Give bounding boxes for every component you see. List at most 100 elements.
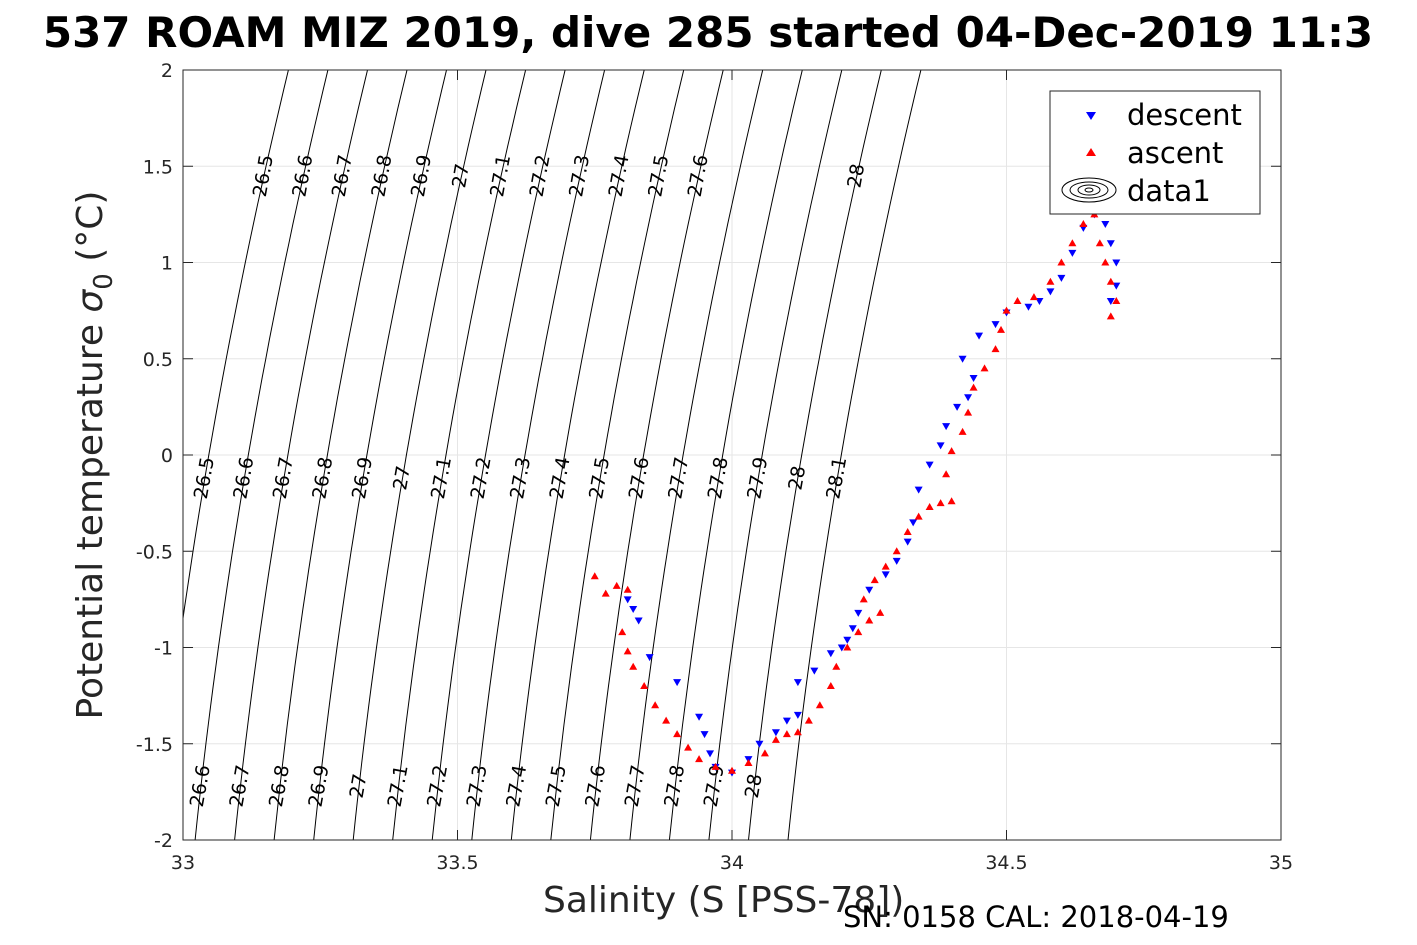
isopycnal-26.9 [313,70,447,840]
isopycnal-28.1 [787,70,922,840]
ascent-point [980,364,989,372]
descent-point [914,486,923,494]
contour-label-middle: 28 [784,464,810,492]
descent-point [826,650,835,658]
ascent-point [662,716,671,724]
ascent-point [1046,277,1055,285]
legend-box [1049,90,1261,215]
descent-point [629,606,638,613]
ascent-point [947,497,956,505]
ascent-point [1106,312,1115,320]
ascent-point [865,616,874,624]
descent-point [1068,249,1077,257]
x-tick-label: 33 [171,852,195,874]
descent-point [936,442,945,450]
legend-ascent-marker-icon [1086,148,1096,156]
y-tick-label: 1.5 [143,156,173,178]
ascent-point [744,759,753,766]
ascent-point [771,735,780,743]
descent-point [942,423,951,431]
serial-calibration-footer: SN: 0158 CAL: 2018-04-19 [843,900,1229,934]
ascent-point [1095,239,1104,247]
isopycnal-27.5 [550,70,685,840]
y-tick-label: -1 [154,638,173,660]
ascent-point [969,383,978,391]
ascent-point [1013,297,1022,304]
ascent-point [964,408,973,416]
chart-title: 537 ROAM MIZ 2019, dive 285 started 04-D… [43,8,1373,57]
ascent-point [640,682,649,689]
descent-point [925,461,934,469]
ascent-point [936,499,945,507]
y-tick-label: 2 [161,60,173,82]
descent-point [706,750,715,758]
ascent-point [892,547,901,555]
ascent-point [673,730,682,738]
descent-point [700,731,709,739]
ascent-point [914,512,923,520]
ascent-point [958,427,967,435]
descent-point [782,717,791,725]
contour-label-bottom: 27 [346,772,372,800]
descent-point [837,644,846,652]
descent-point [695,713,704,721]
isopycnal-26.6 [194,70,329,840]
ascent-point [612,581,621,589]
isopycnal-27 [352,70,487,840]
ascent-point [832,662,841,670]
ascent-point [695,755,704,763]
legend-descent-marker-icon [1086,112,1096,120]
descent-point [623,596,632,604]
isopycnal-27.7 [629,70,764,840]
descent-point [634,617,643,625]
isopycnal-27.4 [510,70,645,840]
y-tick-label: 0.5 [143,349,173,371]
isopycnal-27.9 [708,70,843,840]
descent-point [793,679,802,687]
descent-point [854,609,863,617]
descent-point [881,571,890,579]
descent-point [793,711,802,719]
ascent-point [854,628,863,636]
y-tick-label: -1.5 [136,734,173,756]
ascent-point [1002,306,1011,314]
contour-label-top: 27 [448,162,474,190]
descent-point [964,394,973,402]
ascent-point [843,643,852,651]
legend: descent ascent data1 [1049,90,1261,215]
descent-point [771,729,780,737]
ascent-point [1112,297,1121,304]
ascent-point [826,682,835,689]
x-axis-ticks: 33 33.5 34 34.5 35 [171,70,1293,874]
descent-point [991,321,1000,329]
ascent-point [793,728,802,736]
isopycnal-27.6 [589,70,724,840]
contour-label-top: 28 [843,162,869,190]
ascent-point [815,701,824,709]
descent-point [673,679,682,687]
ascent-point [618,628,627,636]
y-tick-label: -0.5 [136,541,173,563]
ascent-point [991,345,1000,353]
descent-point [909,519,918,527]
y-tick-label: 0 [161,445,173,467]
legend-ascent-label: ascent [1127,136,1223,170]
ascent-point [1029,293,1038,301]
ascent-point [601,589,610,597]
descent-point [1057,274,1066,282]
descent-point [903,538,912,546]
data-series [590,210,1121,777]
ascent-point [859,595,868,603]
density-contour-labels: 26.5 26.6 26.7 26.8 26.9 27 27.1 27.2 27.3 27.4 27… [186,153,869,809]
y-tick-label: -2 [154,830,173,852]
descent-point [1024,303,1033,311]
legend-item-ascent: ascent [1086,136,1223,170]
ascent-point [804,716,813,724]
isopycnal-26.7 [234,70,368,840]
ascent-point [1079,220,1088,227]
ascent-point [782,730,791,738]
descent-point [755,740,764,748]
ascent-point [590,572,599,580]
y-axis-label: Potential temperature σ0 (°C) [70,191,119,720]
